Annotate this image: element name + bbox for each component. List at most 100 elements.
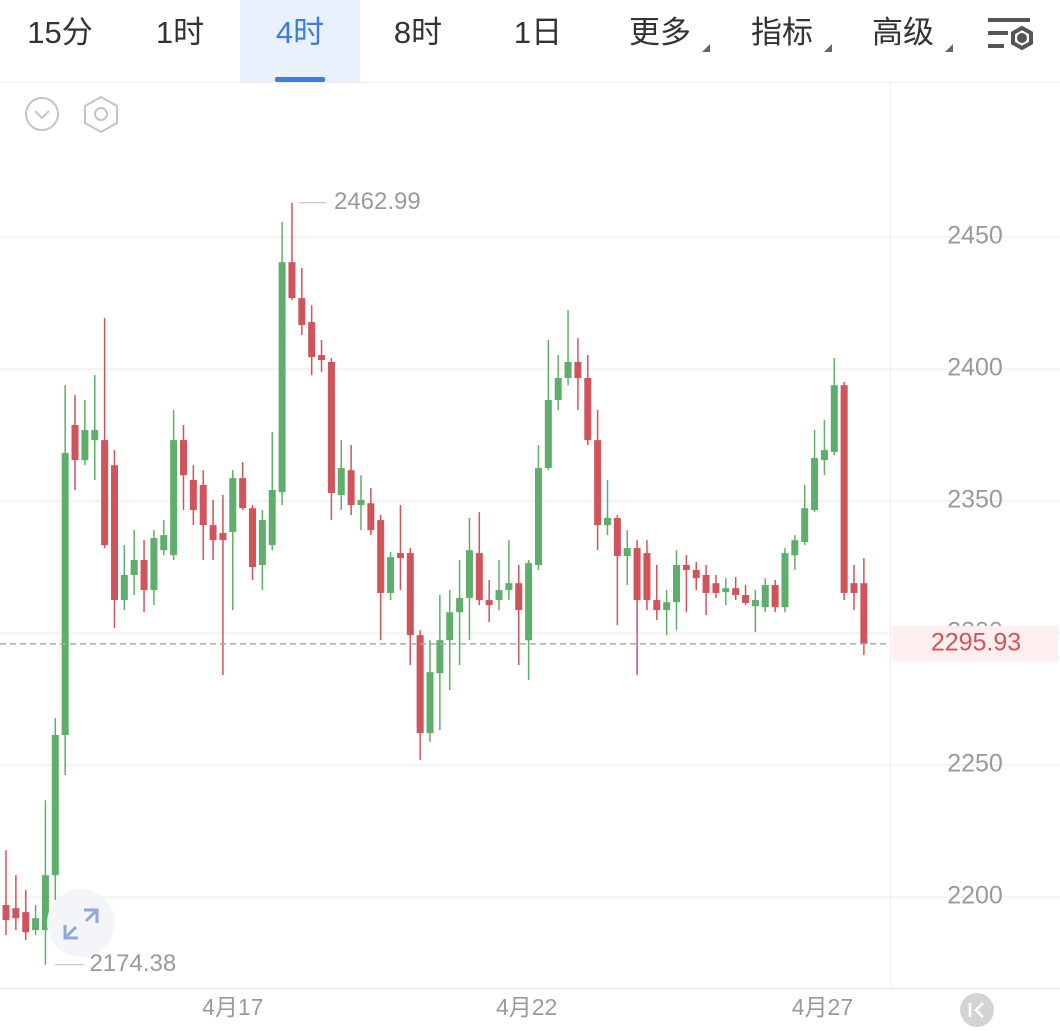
candle-body	[367, 503, 375, 531]
candle-body	[505, 583, 513, 591]
candle-body	[446, 612, 454, 641]
candle-body	[574, 361, 582, 379]
candle-body	[12, 908, 20, 919]
y-tick-label: 2350	[947, 486, 1003, 514]
candle-body	[189, 479, 197, 511]
tab[interactable]: 8时	[394, 15, 442, 50]
candle-body	[219, 533, 227, 541]
scroll-chevron	[974, 1002, 984, 1018]
candle-body	[663, 602, 671, 611]
candle-body	[41, 875, 49, 931]
dropdown-caret	[945, 44, 953, 52]
icon-hex	[1011, 25, 1033, 51]
candle-body	[120, 574, 128, 601]
scroll-end-button[interactable]	[960, 993, 994, 1027]
dropdown-caret	[702, 44, 710, 52]
candle-body	[534, 468, 542, 565]
candle-body	[258, 520, 266, 565]
candle-body	[702, 574, 710, 593]
dropdown-caret	[824, 44, 832, 52]
y-tick-label: 2250	[947, 750, 1003, 778]
candle-body	[633, 548, 641, 601]
candle-body	[396, 553, 404, 559]
candle-body	[811, 458, 819, 511]
candle-body	[268, 489, 276, 546]
candle-body	[91, 430, 99, 441]
candle-body	[101, 440, 109, 546]
candle-body	[554, 378, 562, 400]
candle-body	[406, 553, 414, 636]
candle-body	[229, 478, 237, 532]
tab-indicator	[275, 77, 325, 82]
candle-body	[475, 553, 483, 601]
candle-body	[791, 540, 799, 556]
candle-body	[623, 548, 631, 556]
tab[interactable]: 1日	[514, 15, 562, 50]
candle-body	[239, 478, 247, 509]
expand-arrow	[63, 925, 78, 940]
tab[interactable]: 高级	[872, 15, 953, 52]
candle-body	[801, 508, 809, 542]
candle-body	[81, 430, 89, 461]
candle-body	[199, 484, 207, 526]
candle-body	[2, 905, 10, 921]
candle-body	[761, 585, 769, 608]
collapse-button[interactable]	[25, 97, 59, 131]
candle-body	[603, 517, 611, 526]
candle-body	[840, 385, 848, 593]
y-tick-label: 2450	[947, 222, 1003, 250]
settings-hex[interactable]	[84, 95, 118, 134]
tab[interactable]: 4时	[240, 0, 360, 82]
candle-body	[830, 385, 838, 452]
candle-body	[742, 595, 750, 603]
candle-body	[298, 298, 306, 325]
tab[interactable]: 更多	[629, 15, 710, 52]
candle-body	[347, 470, 355, 506]
candle-body	[426, 672, 434, 734]
candle-body	[308, 322, 316, 358]
candle-body	[61, 453, 69, 735]
candle-body	[22, 912, 30, 933]
candle-body	[722, 588, 730, 593]
x-tick-label: 4月17	[202, 994, 263, 1020]
candle-body	[150, 538, 158, 591]
candle-body	[732, 588, 740, 596]
candle-body	[781, 553, 789, 608]
tab-label: 8时	[394, 15, 442, 50]
price-box	[892, 625, 1058, 662]
candle-body	[32, 918, 40, 931]
y-tick-label: 2400	[947, 354, 1003, 382]
y-tick-label: 2200	[947, 882, 1003, 910]
price-label: 2295.93	[931, 628, 1021, 656]
expand-arrow	[84, 908, 99, 923]
candle-body	[465, 550, 473, 598]
candle-body	[682, 564, 690, 570]
settings-icon[interactable]	[988, 18, 1033, 51]
candle-body	[485, 600, 493, 606]
toolbar: 15分 1时 4时 8时 1日 更多 指标 高级	[0, 0, 1060, 83]
candle-body	[564, 361, 572, 379]
candle-body	[692, 569, 700, 579]
tab-label: 15分	[27, 15, 92, 50]
candle-body	[140, 559, 148, 591]
tab-label: 指标	[751, 15, 813, 50]
candle-body	[179, 440, 187, 476]
candle-body	[613, 517, 621, 556]
expand-button[interactable]	[47, 889, 115, 957]
candle-body	[525, 563, 533, 641]
hex-dot	[94, 107, 108, 121]
candle-body	[387, 557, 395, 593]
candle-body	[357, 500, 365, 506]
tab[interactable]: 指标	[751, 15, 832, 52]
candle-body	[673, 564, 681, 603]
candle-body	[288, 262, 296, 299]
tab[interactable]: 1时	[156, 15, 204, 50]
candle-body	[771, 585, 779, 608]
chevron	[34, 110, 50, 120]
candle-body	[594, 440, 602, 526]
tab-label: 1时	[156, 15, 204, 50]
tab[interactable]: 15分	[27, 15, 92, 50]
tab-active-bg	[240, 0, 360, 82]
tab-label: 4时	[276, 15, 324, 50]
